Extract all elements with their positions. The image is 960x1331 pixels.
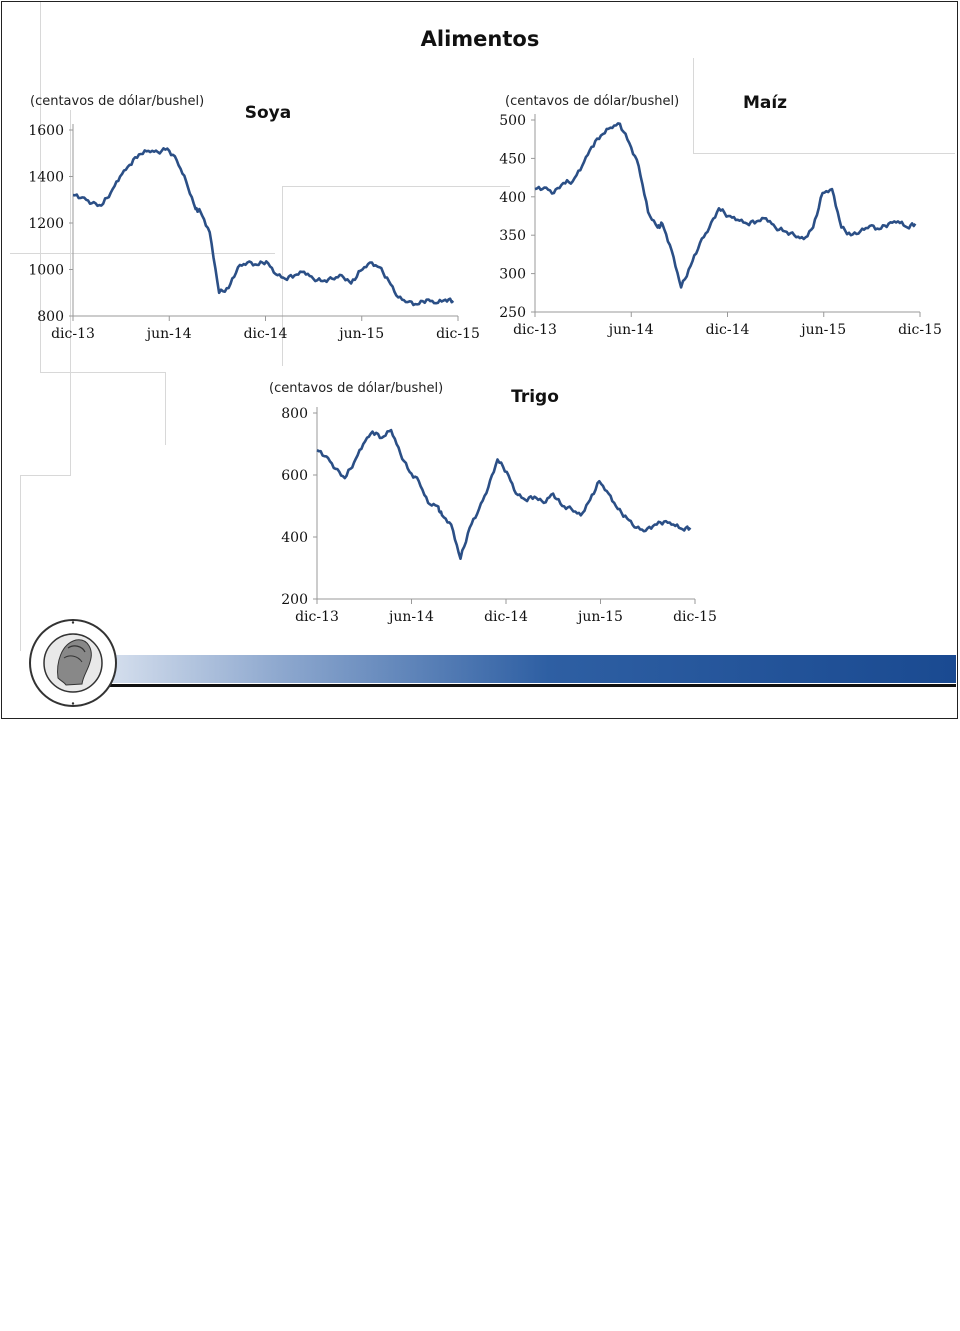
chart-title: Trigo	[511, 387, 559, 407]
source-note: Fuente: Bloomberg, Datastream	[748, 1315, 948, 1331]
slide-frame	[1, 1, 958, 719]
x-tick-label: dic-15	[898, 322, 942, 338]
chart-maiz: (centavos de dólar/bushel) Maíz 250 300 350 4…	[460, 88, 960, 358]
y-tick-label: 200	[281, 592, 308, 608]
y-tick-label: 300	[499, 267, 526, 283]
chart-title: Maíz	[743, 93, 787, 113]
x-tick-label: dic-13	[295, 609, 339, 625]
x-tick-label: jun-15	[337, 326, 384, 342]
x-tick-label: dic-14	[244, 326, 288, 342]
footer-bar: Fuente: Bloomberg, Datastream	[50, 655, 956, 1331]
y-tick-label: 800	[281, 406, 308, 422]
deco-line	[693, 153, 955, 154]
x-tick-label: jun-15	[576, 609, 623, 625]
axis-unit-label: (centavos de dólar/bushel)	[30, 94, 204, 109]
deco-line	[693, 58, 694, 153]
deco-line	[282, 186, 283, 366]
y-tick-label: 1200	[28, 216, 64, 232]
y-tick-label: 500	[499, 113, 526, 129]
x-tick-label: dic-14	[484, 609, 528, 625]
deco-line	[20, 475, 71, 651]
deco-line	[40, 2, 41, 372]
x-tick-label: dic-13	[513, 322, 557, 338]
y-tick-label: 400	[281, 530, 308, 546]
deco-line	[10, 253, 275, 254]
deco-line	[70, 110, 71, 475]
deco-line	[282, 186, 510, 187]
series-line	[72, 147, 455, 307]
y-tick-label: 600	[281, 468, 308, 484]
x-tick-label: dic-14	[706, 322, 750, 338]
chart-soya: (centavos de dólar/bushel) Soya 800 1000 120…	[0, 88, 480, 358]
series-line	[534, 122, 917, 289]
footer-rule	[50, 684, 956, 687]
axis-unit-label: (centavos de dólar/bushel)	[505, 94, 679, 109]
y-tick-label: 1400	[28, 170, 64, 186]
y-tick-label: 350	[499, 228, 526, 244]
x-tick-label: jun-14	[145, 326, 192, 342]
y-tick-label: 450	[499, 151, 526, 167]
chart-title: Soya	[245, 103, 291, 123]
y-tick-label: 1600	[28, 123, 64, 139]
x-tick-label: dic-13	[51, 326, 95, 342]
chart-trigo: (centavos de dólar/bushel) Trigo 200 400 600…	[240, 375, 720, 635]
x-tick-label: dic-15	[436, 326, 480, 342]
x-tick-label: dic-15	[673, 609, 717, 625]
x-tick-label: jun-14	[387, 609, 434, 625]
banco-de-la-republica-seal	[28, 618, 118, 708]
y-tick-label: 800	[37, 309, 64, 325]
y-tick-label: 1000	[28, 263, 64, 279]
axis-unit-label: (centavos de dólar/bushel)	[269, 381, 443, 396]
x-tick-label: jun-14	[607, 322, 654, 338]
deco-line	[40, 372, 166, 445]
slide-title: Alimentos	[420, 27, 540, 51]
x-tick-label: jun-15	[799, 322, 846, 338]
y-tick-label: 400	[499, 190, 526, 206]
y-tick-label: 250	[499, 305, 526, 321]
series-line	[316, 428, 692, 560]
